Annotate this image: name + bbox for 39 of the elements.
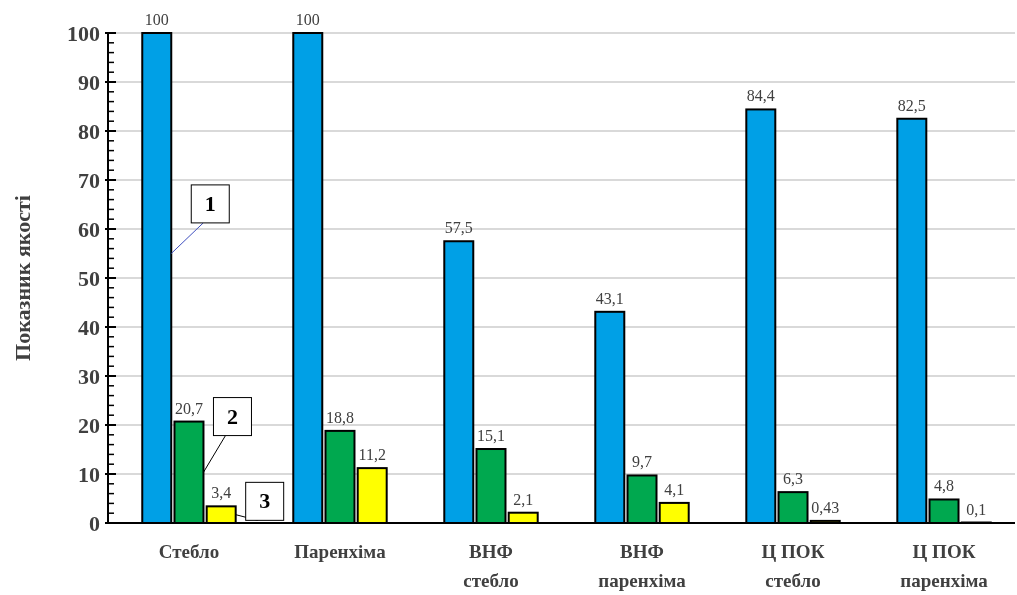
y-tick-label: 50 (78, 265, 100, 291)
data-label: 0,43 (811, 498, 840, 516)
data-label: 43,1 (595, 289, 624, 307)
x-tick-label: Паренхіма (294, 541, 387, 562)
y-tick-label: 40 (78, 314, 100, 340)
data-label: 100 (295, 11, 320, 28)
y-axis-title: Показник якості (10, 195, 35, 361)
data-label: 82,5 (897, 96, 926, 114)
data-label: 4,1 (664, 480, 685, 498)
y-tick-label: 10 (78, 461, 100, 487)
data-label: 2,1 (513, 490, 534, 508)
data-label: 15,1 (476, 427, 505, 445)
y-tick-label: 80 (78, 118, 100, 144)
x-tick-label: Стебло (158, 541, 220, 562)
y-tick-label: 100 (67, 20, 100, 46)
data-label: 4,8 (934, 477, 955, 495)
y-tick-label: 20 (78, 412, 100, 438)
x-tick-label: Ц ПОК стебло (761, 541, 825, 591)
y-tick-label: 30 (78, 363, 100, 389)
series-label: 2 (226, 403, 238, 429)
data-label: 9,7 (632, 453, 653, 471)
data-label: 0,1 (966, 500, 987, 518)
series-label: 3 (259, 488, 271, 514)
series-label: 1 (204, 190, 216, 216)
data-label: 20,7 (174, 399, 203, 417)
x-tick-label: ВНФ паренхіма (598, 541, 687, 591)
data-label: 18,8 (325, 408, 354, 426)
x-tick-label: ВНФ стебло (463, 541, 519, 591)
data-label: 57,5 (444, 219, 473, 237)
y-tick-label: 0 (89, 510, 100, 536)
y-tick-label: 60 (78, 216, 100, 242)
y-tick-label: 90 (78, 69, 100, 95)
data-label: 84,4 (746, 87, 775, 105)
data-label: 100 (144, 11, 169, 28)
data-label: 11,2 (358, 446, 386, 464)
data-label: 6,3 (783, 470, 804, 488)
data-label: 3,4 (211, 484, 232, 502)
y-tick-label: 70 (78, 167, 100, 193)
x-tick-label: Ц ПОК паренхіма (900, 541, 989, 591)
